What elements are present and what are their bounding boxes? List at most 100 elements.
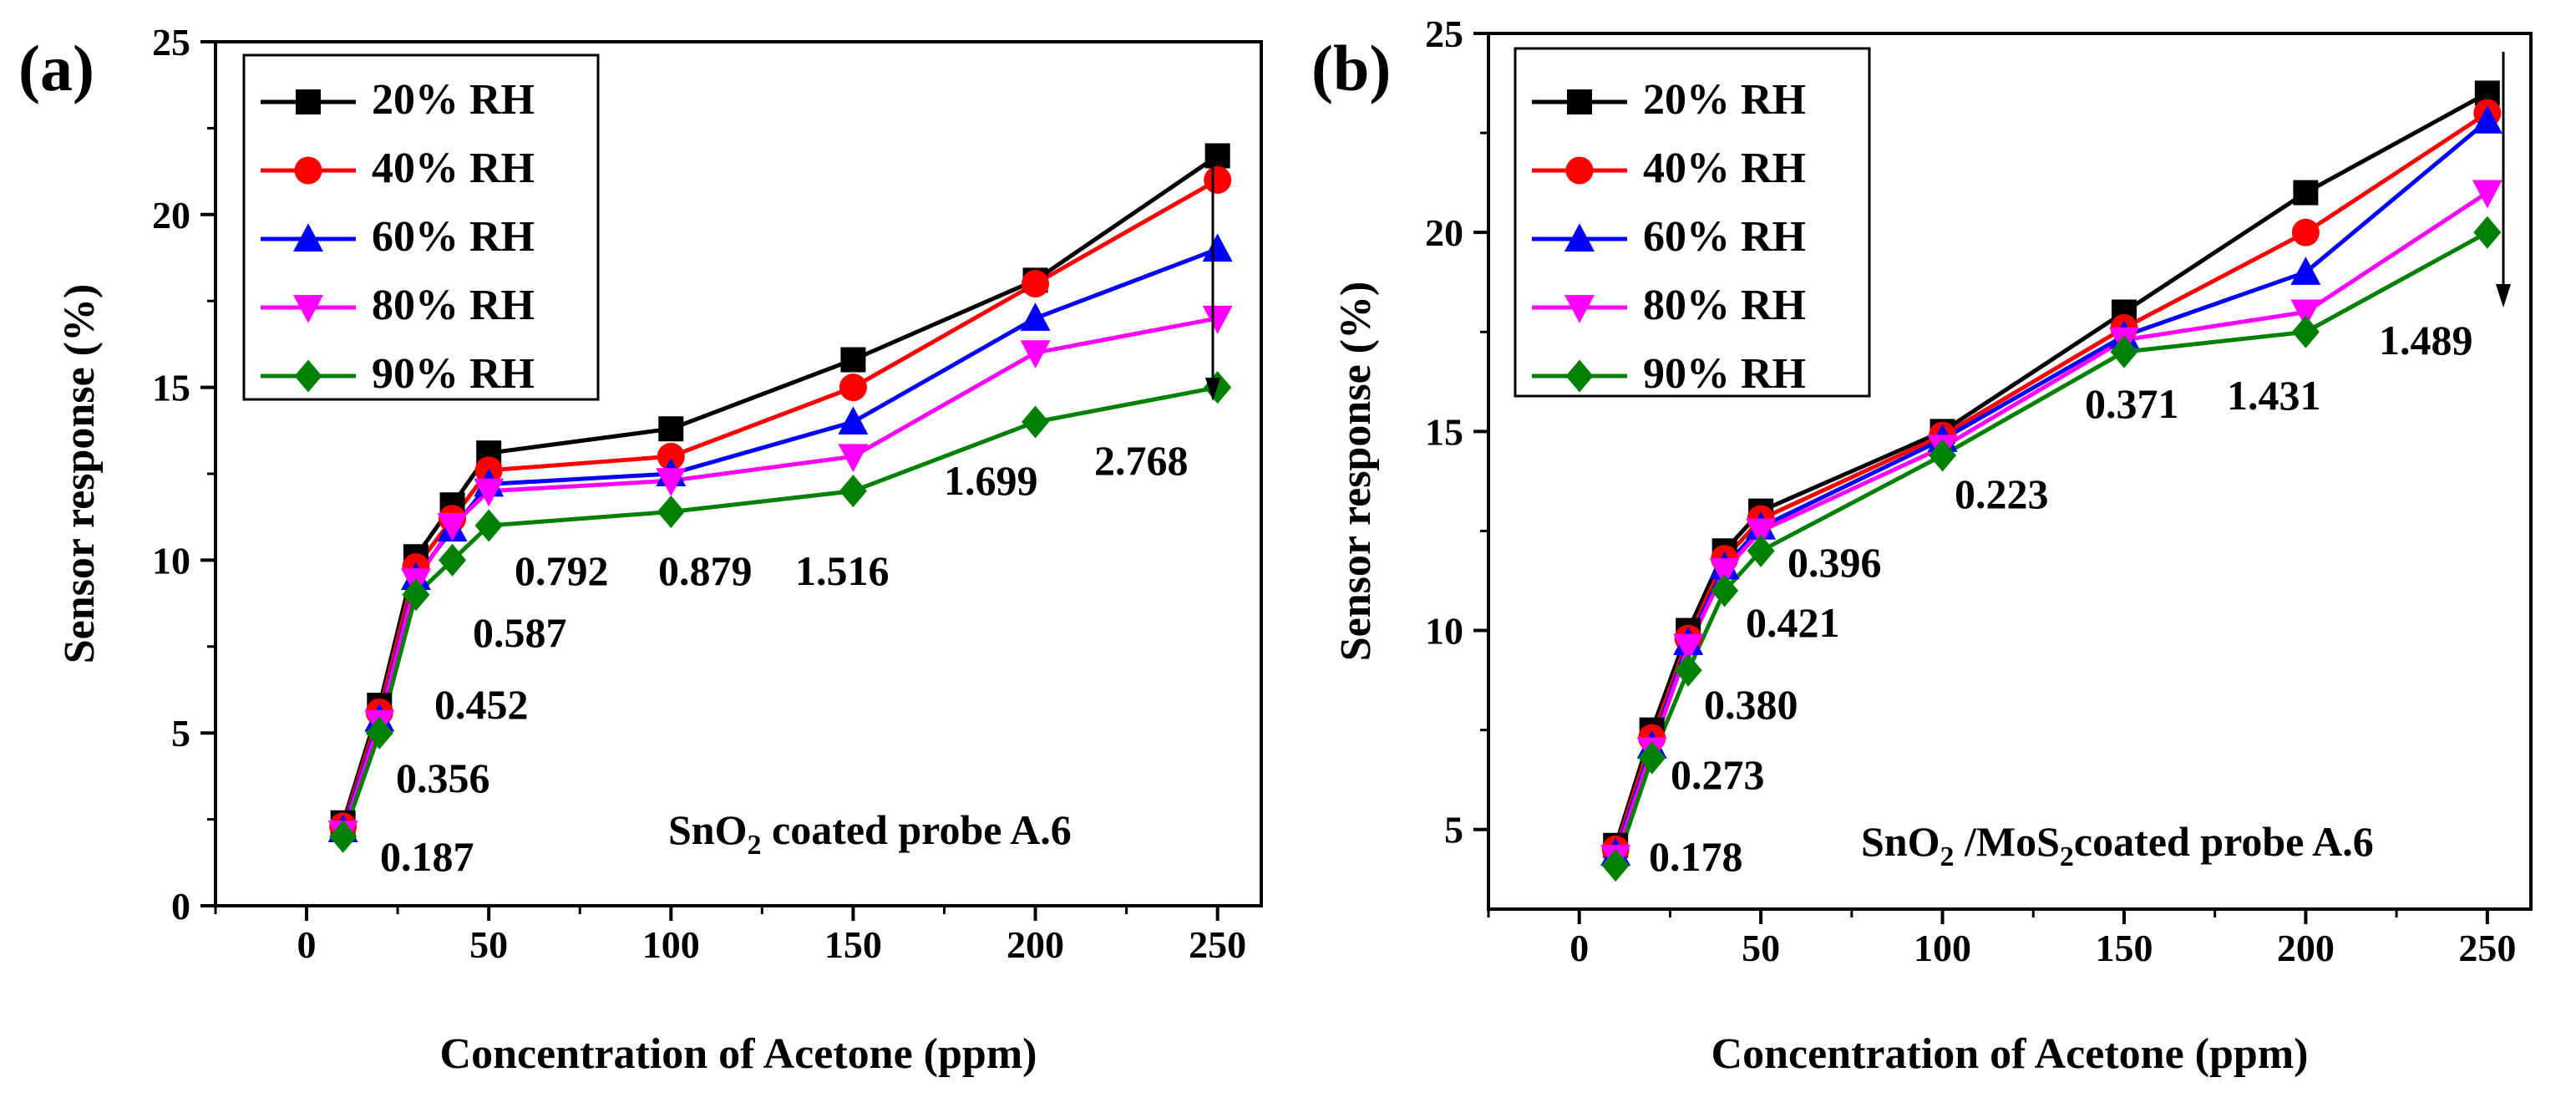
- b-data-point: [2293, 180, 2319, 206]
- b-data-point: [1711, 574, 1739, 607]
- panel-b: (b) 0 50 100 150 200 250 5 10 15 20 25 0.178 0.27…: [1311, 13, 2533, 1078]
- a-ytick-label: 25: [152, 21, 190, 64]
- panel-a-y-axis-label: Sensor response (%): [56, 284, 104, 664]
- annotation-a-9: 2.768: [1094, 437, 1189, 484]
- a-ytick-label: 15: [152, 367, 190, 409]
- b-ytick-label: 10: [1425, 610, 1463, 653]
- legend-a-label-1: 20% RH: [372, 76, 535, 124]
- panel-b-axes-frame: [1487, 32, 2533, 911]
- panel-b-label: (b): [1311, 32, 1391, 104]
- b-data-point: [2290, 257, 2321, 285]
- a-data-point: [1020, 302, 1051, 331]
- legend-b-label-2: 40% RH: [1643, 145, 1806, 192]
- panel-b-series-markers: [1600, 80, 2502, 882]
- annotation-a-8: 1.699: [944, 457, 1038, 504]
- panel-b-y-axis-label: Sensor response (%): [1332, 282, 1380, 662]
- panel-a-caption: SnO2 coated probe A.6: [668, 806, 1072, 861]
- panel-a-y-ticks: 0 5 10 15 20 25: [152, 21, 216, 928]
- b-data-point: [1709, 558, 1740, 587]
- b-xtick-label: 250: [2458, 927, 2516, 969]
- a-legend-marker: [293, 223, 323, 252]
- a-ytick-label: 5: [171, 712, 190, 755]
- annotation-a-5: 0.792: [515, 547, 609, 594]
- b-data-point: [1929, 439, 1957, 472]
- b-legend-marker: [1564, 223, 1595, 252]
- a-ytick-label: 20: [152, 194, 190, 236]
- panel-b-annotations: 0.178 0.273 0.380 0.421 0.396 0.223 0.37…: [1649, 317, 2473, 880]
- a-data-point: [657, 442, 685, 470]
- annotation-b-4: 0.421: [1746, 599, 1840, 646]
- a-data-point: [329, 820, 357, 853]
- annotation-b-3: 0.380: [1704, 681, 1798, 728]
- b-xtick-label: 150: [2095, 927, 2153, 969]
- b-legend-marker: [1567, 89, 1592, 114]
- a-data-point: [658, 416, 684, 442]
- annotation-a-1: 0.187: [380, 833, 474, 880]
- panel-b-down-arrow: [2496, 52, 2511, 307]
- a-legend-marker: [294, 359, 322, 393]
- panel-a-series-markers: [327, 143, 1233, 853]
- a-data-point: [402, 578, 430, 612]
- b-ytick-label: 20: [1425, 211, 1463, 254]
- a-data-point: [1022, 405, 1050, 439]
- annotation-b-2: 0.273: [1671, 751, 1765, 798]
- b-legend-marker: [1564, 295, 1595, 323]
- panel-a-label: (a): [18, 32, 94, 104]
- b-xtick-label: 50: [1742, 927, 1780, 969]
- annotation-b-1: 0.178: [1649, 833, 1743, 880]
- b-data-point: [1747, 534, 1775, 567]
- b-xtick-label: 200: [2277, 927, 2335, 969]
- a-legend-marker: [294, 156, 322, 185]
- b-ytick-label: 5: [1444, 809, 1463, 851]
- a-xtick-label: 50: [469, 923, 508, 966]
- legend-a-label-4: 80% RH: [372, 282, 535, 329]
- b-data-point: [1674, 653, 1702, 687]
- a-data-point: [1022, 270, 1050, 298]
- annotation-a-6: 0.879: [658, 547, 753, 594]
- a-ytick-label: 10: [152, 539, 190, 582]
- b-data-point: [2472, 105, 2502, 134]
- a-data-point: [839, 475, 867, 508]
- legend-a-label-3: 60% RH: [372, 213, 535, 261]
- b-data-point: [2472, 180, 2502, 209]
- a-data-point: [838, 406, 869, 435]
- a-data-point: [1204, 143, 1230, 169]
- a-xtick-label: 250: [1189, 923, 1246, 966]
- panel-b-x-ticks: 0 50 100 150 200 250: [1487, 909, 2516, 969]
- a-data-point: [1202, 233, 1233, 262]
- b-data-point: [1601, 849, 1630, 882]
- a-data-point: [474, 478, 505, 507]
- b-data-point: [2110, 335, 2138, 368]
- a-data-point: [657, 495, 685, 528]
- legend-a-label-5: 90% RH: [372, 350, 535, 398]
- a-data-point: [365, 716, 393, 750]
- legend-b-label-1: 20% RH: [1643, 76, 1806, 124]
- annotation-b-8: 1.431: [2227, 372, 2321, 419]
- a-legend-marker: [296, 89, 321, 114]
- b-ytick-label: 25: [1425, 13, 1463, 55]
- a-data-point: [439, 543, 467, 577]
- a-data-point: [840, 347, 866, 373]
- panel-a-annotations: 0.187 0.356 0.452 0.587 0.792 0.879 1.51…: [380, 437, 1189, 880]
- b-legend-marker: [1565, 156, 1594, 185]
- a-data-point: [1202, 305, 1233, 334]
- b-ytick-label: 15: [1425, 410, 1463, 453]
- b-data-point: [2291, 315, 2320, 348]
- b-data-point: [2473, 216, 2502, 249]
- a-xtick-label: 100: [642, 923, 700, 966]
- panel-b-caption: SnO2 /MoS2coated probe A.6: [1861, 818, 2374, 872]
- b-data-point: [1638, 741, 1666, 775]
- legend-b-label-4: 80% RH: [1643, 282, 1806, 329]
- a-ytick-label: 0: [171, 885, 190, 928]
- panel-a: (a) 0 50 100 150 200 250 0 5 10 15 20 25 0.187 0.3…: [18, 21, 1263, 1078]
- b-data-point: [2290, 299, 2321, 328]
- panel-a-legend: 20% RH 40% RH 60% RH 80% RH 90% RH: [242, 53, 600, 401]
- annotation-b-5: 0.396: [1787, 539, 1882, 586]
- annotation-a-2: 0.356: [396, 755, 490, 801]
- a-data-point: [838, 444, 869, 473]
- panel-a-x-axis-label: Concentration of Acetone (ppm): [440, 1030, 1037, 1078]
- b-xtick-label: 0: [1569, 927, 1589, 969]
- annotation-b-7: 0.371: [2085, 380, 2179, 427]
- a-data-point: [656, 468, 687, 497]
